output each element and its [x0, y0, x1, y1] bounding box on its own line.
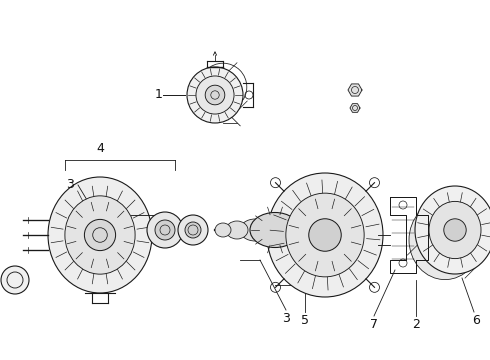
Circle shape	[309, 219, 341, 251]
Ellipse shape	[65, 196, 135, 274]
Circle shape	[205, 85, 225, 105]
Ellipse shape	[215, 223, 231, 237]
Text: 6: 6	[472, 314, 480, 327]
Text: 5: 5	[301, 314, 309, 327]
Text: 1: 1	[155, 89, 163, 102]
Circle shape	[147, 212, 183, 248]
Circle shape	[1, 266, 29, 294]
Ellipse shape	[267, 173, 383, 297]
Text: 7: 7	[370, 319, 378, 332]
Text: 3: 3	[282, 311, 290, 324]
Ellipse shape	[415, 186, 490, 274]
Polygon shape	[350, 104, 360, 112]
Ellipse shape	[240, 219, 270, 241]
Ellipse shape	[48, 177, 152, 293]
Circle shape	[84, 219, 116, 251]
Ellipse shape	[250, 212, 300, 248]
Text: 4: 4	[96, 141, 104, 154]
Polygon shape	[348, 84, 362, 96]
Circle shape	[185, 222, 201, 238]
Circle shape	[155, 220, 175, 240]
Ellipse shape	[286, 193, 364, 277]
Ellipse shape	[429, 201, 481, 258]
Ellipse shape	[409, 201, 481, 280]
Circle shape	[444, 219, 466, 241]
Ellipse shape	[226, 221, 248, 239]
Text: 3: 3	[66, 179, 74, 192]
Circle shape	[196, 76, 234, 114]
Circle shape	[178, 215, 208, 245]
Text: 2: 2	[412, 319, 420, 332]
Circle shape	[187, 67, 243, 123]
